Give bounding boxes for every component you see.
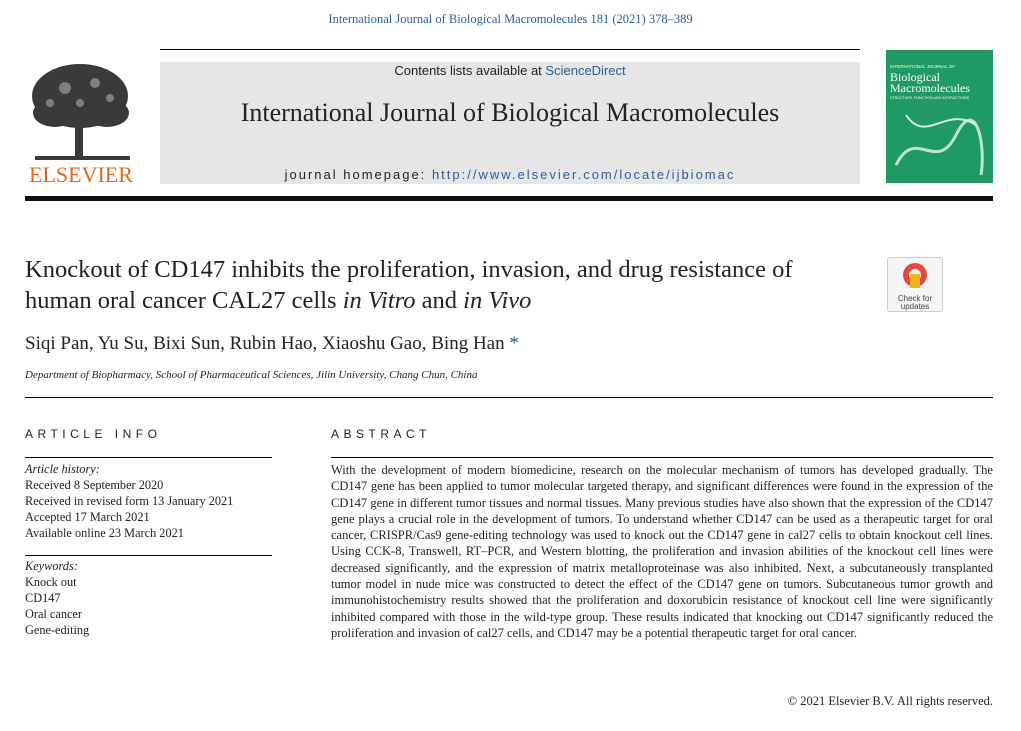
header-bar: [25, 196, 993, 201]
badge-label: Check for updates: [897, 294, 933, 311]
title-italic: in Vivo: [463, 287, 532, 314]
cover-title: Biological Macromolecules: [890, 70, 970, 95]
rule: [160, 49, 860, 50]
article-info-heading: ARTICLE INFO: [25, 427, 162, 441]
journal-title: International Journal of Biological Macr…: [240, 98, 780, 127]
keyword: CD147: [25, 591, 61, 605]
homepage-line: journal homepage: http://www.elsevier.co…: [160, 167, 860, 182]
rule: [25, 555, 272, 556]
affiliation: Department of Biopharmacy, School of Pha…: [25, 369, 478, 381]
history-item: Available online 23 March 2021: [25, 526, 184, 540]
history-item: Received in revised form 13 January 2021: [25, 494, 234, 508]
abstract-heading: ABSTRACT: [331, 427, 432, 441]
keyword: Oral cancer: [25, 607, 82, 621]
article-title: Knockout of CD147 inhibits the prolifera…: [25, 254, 825, 316]
cover-subtitle: STRUCTURE, FUNCTION AND INTERACTIONS: [890, 96, 969, 100]
citation: International Journal of Biological Macr…: [328, 12, 693, 26]
homepage-label: journal homepage:: [284, 167, 427, 182]
authors: Siqi Pan, Yu Su, Bixi Sun, Rubin Hao, Xi…: [25, 333, 519, 355]
journal-cover: INTERNATIONAL JOURNAL OF Biological Macr…: [886, 50, 993, 183]
title-text: Knockout of CD147 inhibits the prolifera…: [25, 256, 793, 314]
check-updates-badge[interactable]: Check for updates: [887, 257, 943, 312]
contents-line: Contents lists available at ScienceDirec…: [160, 63, 860, 78]
history-label: Article history:: [25, 462, 100, 476]
cover-small: INTERNATIONAL JOURNAL OF: [890, 64, 956, 69]
author-list: Siqi Pan, Yu Su, Bixi Sun, Rubin Hao, Xi…: [25, 333, 505, 354]
sciencedirect-link[interactable]: ScienceDirect: [545, 63, 626, 78]
keyword: Knock out: [25, 575, 77, 589]
abstract-text: With the development of modern biomedici…: [331, 463, 993, 640]
title-italic: in Vitro: [342, 287, 416, 314]
history-item: Received 8 September 2020: [25, 478, 164, 492]
keyword: Gene-editing: [25, 623, 90, 637]
rule: [331, 457, 993, 458]
keywords: Keywords: Knock out CD147 Oral cancer Gene-…: [25, 558, 272, 638]
publisher-logo: ELSEVIER: [29, 64, 133, 186]
keyword-list: Knock out CD147 Oral cancer Gene-editing: [25, 574, 272, 638]
keywords-label: Keywords:: [25, 559, 78, 573]
publisher-name: ELSEVIER: [29, 162, 133, 186]
rule: [25, 457, 272, 458]
history: Article history: Received 8 September 20…: [25, 461, 272, 541]
corresponding-mark[interactable]: *: [509, 333, 519, 354]
contents-prefix: Contents lists available at: [394, 63, 542, 78]
rule: [25, 397, 993, 398]
copyright: © 2021 Elsevier B.V. All rights reserved…: [787, 694, 993, 708]
badge-icon: [903, 263, 927, 288]
title-text: and: [415, 287, 464, 314]
cover-art: [894, 114, 984, 176]
history-list: Received 8 September 2020 Received in rev…: [25, 477, 272, 541]
homepage-url[interactable]: http://www.elsevier.com/locate/ijbiomac: [431, 167, 736, 182]
journal-banner: [160, 62, 860, 184]
history-item: Accepted 17 March 2021: [25, 510, 150, 524]
